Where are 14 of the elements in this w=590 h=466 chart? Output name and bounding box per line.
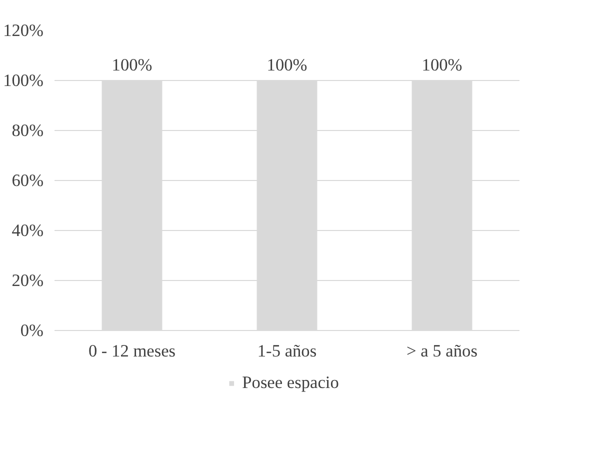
data-label: 100%: [112, 56, 152, 74]
data-label: 100%: [422, 56, 462, 74]
data-label: 100%: [266, 56, 308, 74]
y-tick-label: 20%: [12, 271, 44, 290]
y-tick-label: 0%: [20, 321, 44, 340]
x-tick-label: 1-5 años: [257, 342, 317, 360]
legend-label: Posee espacio: [242, 373, 339, 393]
x-tick-label: > a 5 años: [406, 342, 478, 360]
x-tick-label: 0 - 12 meses: [88, 342, 176, 360]
y-tick-label: 120%: [3, 21, 44, 40]
y-tick-label: 40%: [12, 221, 44, 240]
y-tick-label: 100%: [3, 71, 44, 90]
y-tick-label: 60%: [12, 171, 44, 190]
y-tick-label: 80%: [12, 121, 44, 140]
